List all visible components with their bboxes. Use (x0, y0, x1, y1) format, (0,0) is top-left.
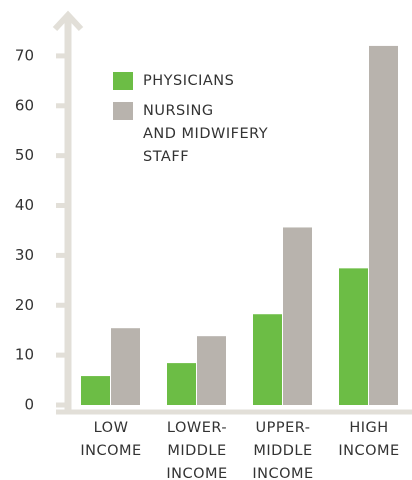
y-tick-label: 10 (15, 346, 34, 364)
bar (283, 227, 312, 405)
legend-label: PHYSICIANS (143, 73, 235, 89)
y-tick-label: 70 (15, 46, 34, 64)
y-axis-arrow (52, 10, 84, 32)
bar (197, 336, 226, 405)
legend-swatch (113, 72, 133, 90)
y-tick-label: 40 (15, 196, 34, 214)
x-tick-label: LOW INCOME (80, 420, 142, 459)
bar (339, 268, 368, 405)
bar (253, 314, 282, 405)
legend-label: NURSING AND MIDWIFERY STAFF (143, 103, 269, 165)
bar (167, 363, 196, 405)
y-tick-label: 0 (24, 396, 34, 414)
bar (369, 45, 398, 406)
bar (81, 376, 110, 405)
y-tick-label: 30 (15, 246, 34, 264)
bar (111, 328, 140, 405)
y-tick-label: 50 (15, 146, 34, 164)
x-tick-label: UPPER- MIDDLE INCOME (252, 420, 314, 480)
y-tick-label: 60 (15, 96, 34, 114)
x-tick-label: LOWER- MIDDLE INCOME (166, 420, 228, 480)
y-tick-label: 20 (15, 296, 34, 314)
legend-swatch (113, 102, 133, 120)
x-tick-label: HIGH INCOME (338, 420, 400, 459)
